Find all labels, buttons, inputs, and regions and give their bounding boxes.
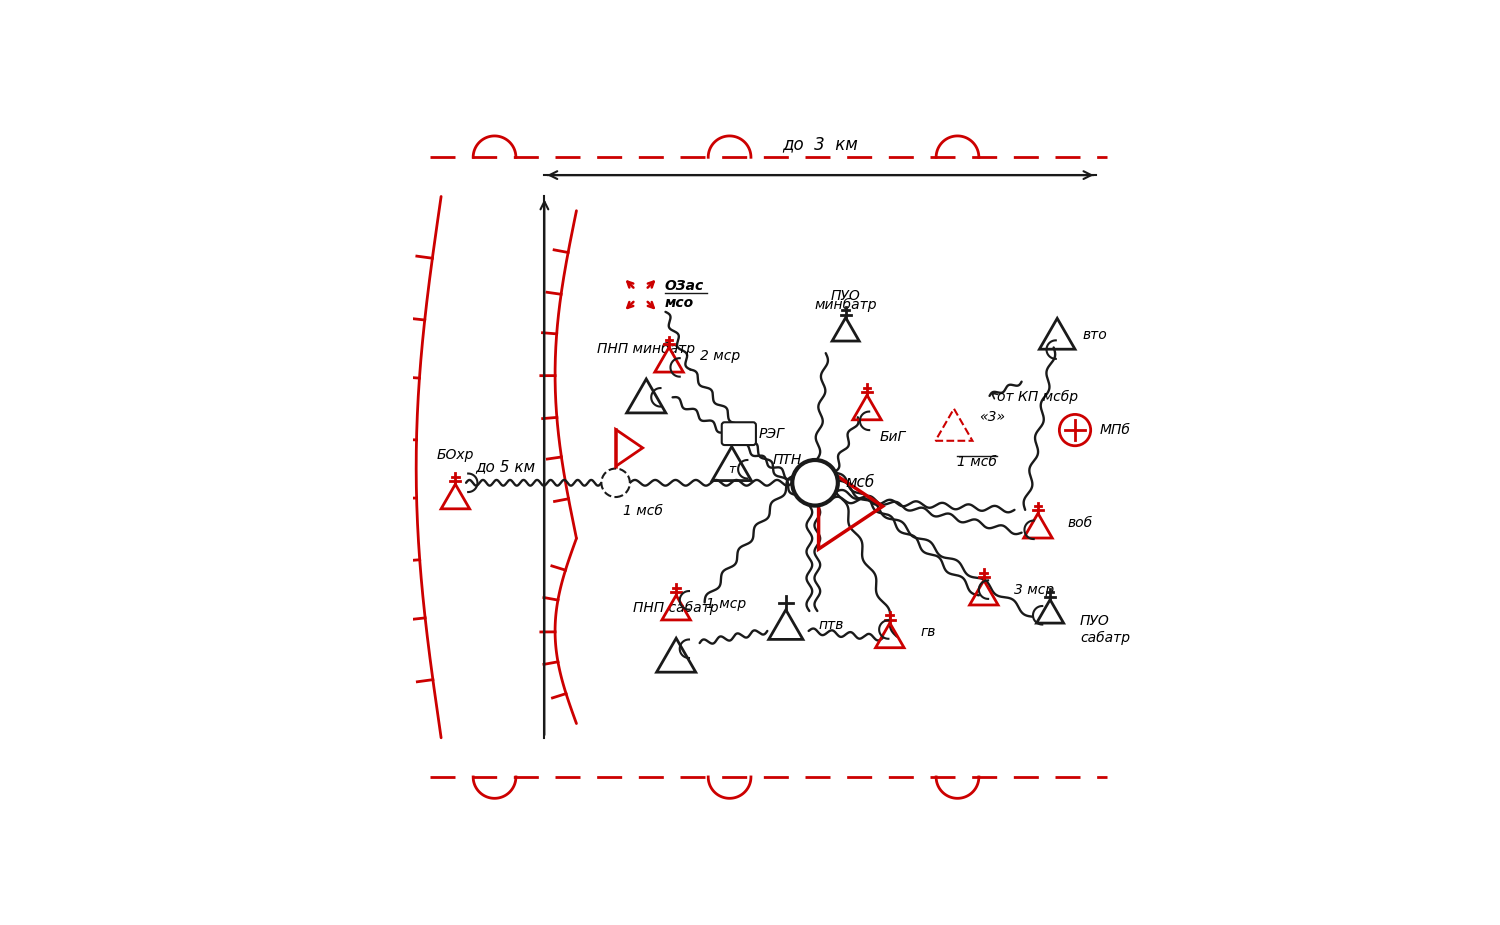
Circle shape [602,469,630,497]
Text: воб: воб [1068,515,1094,530]
Text: ПТН: ПТН [772,453,801,467]
Text: БОхр: БОхр [436,448,474,462]
Text: ПНП сабатр: ПНП сабатр [633,600,718,614]
Text: до 5 км: до 5 км [476,460,536,475]
Text: 3 мср: 3 мср [1014,583,1054,597]
Text: т: т [728,462,735,475]
Text: ПУО
сабатр: ПУО сабатр [1080,614,1130,645]
Text: от КП мсбр: от КП мсбр [996,390,1077,404]
Circle shape [792,460,838,506]
Text: вто: вто [1082,328,1107,342]
Text: 1 мср: 1 мср [706,597,746,610]
FancyBboxPatch shape [722,422,756,445]
Text: МПб: МПб [1100,423,1130,438]
Text: 1 мсб: 1 мсб [957,455,998,469]
Text: «3»: «3» [980,411,1005,425]
Text: мсо: мсо [664,296,694,310]
Text: ОЗас: ОЗас [664,279,704,293]
Text: РЭГ: РЭГ [759,426,784,440]
Text: ПУО: ПУО [831,290,861,303]
Text: до  3  км: до 3 км [782,136,858,154]
Text: мсб: мсб [844,475,874,490]
Text: 1 мсб: 1 мсб [622,504,663,518]
Text: птв: птв [819,618,844,633]
Text: минбатр: минбатр [815,298,878,312]
Circle shape [1059,414,1090,446]
Text: ПНП минбатр: ПНП минбатр [597,342,694,356]
Text: гв: гв [921,625,936,639]
Text: 2 мср: 2 мср [699,349,740,363]
Text: БиГ: БиГ [879,430,906,444]
